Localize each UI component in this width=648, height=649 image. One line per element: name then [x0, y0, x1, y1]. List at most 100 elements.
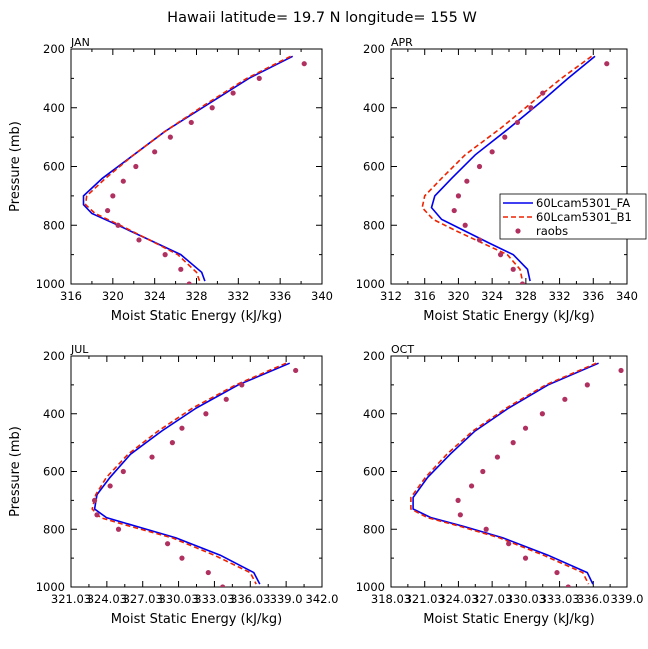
x-tick-label: 328: [515, 289, 537, 303]
raobs-point: [468, 483, 475, 489]
raobs-point: [209, 105, 215, 111]
plot-frame: [70, 48, 323, 285]
x-tick-label: 316: [414, 289, 436, 303]
series-line-fa: [430, 55, 596, 282]
raobs-point: [178, 266, 184, 272]
raobs-point: [105, 207, 111, 214]
raobs-point: [514, 119, 521, 126]
y-tick-label: 200: [43, 42, 65, 56]
raobs-point: [618, 367, 624, 374]
series-group: [91, 362, 299, 587]
y-tick-label: 600: [43, 465, 65, 479]
y-tick-label: 600: [363, 160, 385, 174]
figure-title: Hawaii latitude= 19.7 N longitude= 155 W: [167, 10, 477, 26]
x-tick-label: 327.03: [123, 592, 163, 606]
y-axis-title: Pressure (mb): [8, 121, 23, 212]
y-tick-label: 800: [363, 218, 385, 232]
panel-label: APR: [391, 36, 413, 49]
x-tick-label: 324: [481, 289, 503, 303]
x-tick-label: 339.0: [611, 592, 644, 606]
x-tick-label: 312: [380, 289, 402, 303]
raobs-point: [120, 178, 126, 184]
raobs-point: [164, 541, 171, 547]
raobs-point: [133, 163, 139, 170]
legend-box: [499, 193, 647, 240]
raobs-point: [476, 163, 483, 170]
raobs-point: [136, 237, 142, 243]
raobs-point: [562, 396, 568, 402]
x-tick-label: 333.03: [194, 592, 234, 606]
raobs-point: [167, 134, 173, 140]
x-tick-label: 328: [186, 289, 208, 303]
raobs-point: [522, 555, 529, 561]
series-line-fa: [82, 55, 294, 282]
y-tick-label: 1000: [356, 580, 385, 594]
plot-frame: [70, 355, 323, 588]
series-group: [410, 362, 624, 587]
y-tick-label: 1000: [356, 277, 385, 291]
x-tick-label: 340: [311, 289, 333, 303]
x-tick-label: 324: [144, 289, 166, 303]
legend-swatch-raobs: [515, 228, 521, 234]
x-tick-label: 316: [60, 289, 82, 303]
series-line-b1: [410, 362, 597, 585]
x-tick-label: 340: [616, 289, 638, 303]
raobs-point: [107, 483, 113, 489]
raobs-point: [91, 497, 98, 503]
raobs-point: [451, 207, 457, 214]
raobs-point: [540, 90, 546, 96]
x-tick-label: 320: [102, 289, 124, 303]
raobs-point: [152, 149, 158, 155]
y-tick-label: 1000: [36, 580, 65, 594]
raobs-point: [162, 252, 168, 258]
panel-label: OCT: [391, 343, 414, 356]
y-tick-label: 800: [43, 522, 65, 536]
raobs-point: [115, 222, 121, 228]
series-line-b1: [421, 55, 593, 282]
raobs-point: [476, 237, 483, 243]
series-group: [82, 55, 307, 284]
raobs-point: [203, 411, 209, 417]
panel-label: JAN: [70, 36, 90, 49]
y-tick-label: 200: [363, 42, 385, 56]
raobs-point: [256, 75, 262, 81]
raobs-point: [522, 425, 529, 431]
x-tick-label: 324.03: [87, 592, 127, 606]
raobs-point: [510, 266, 516, 272]
x-tick-label: 339.0: [270, 592, 303, 606]
legend-label: 60Lcam5301_FA: [536, 196, 630, 210]
raobs-point: [239, 382, 245, 388]
raobs-point: [489, 149, 495, 155]
raobs-point: [293, 367, 299, 374]
raobs-point: [188, 119, 194, 126]
raobs-point: [584, 382, 590, 388]
raobs-point: [169, 440, 175, 446]
x-tick-label: 324.03: [438, 592, 478, 606]
series-line-b1: [91, 362, 287, 585]
series-line-b1: [84, 55, 291, 282]
y-tick-label: 600: [43, 160, 65, 174]
x-axis-title: Moist Static Energy (kJ/kg): [423, 612, 594, 627]
raobs-point: [519, 281, 526, 284]
raobs-point: [528, 105, 534, 111]
raobs-point: [94, 512, 100, 518]
raobs-point: [301, 61, 307, 67]
x-tick-label: 342.0: [306, 592, 339, 606]
y-tick-label: 400: [363, 101, 385, 115]
raobs-point: [494, 454, 501, 460]
x-tick-label: 321.03: [51, 592, 91, 606]
raobs-point: [502, 134, 508, 140]
x-tick-label: 330.03: [506, 592, 546, 606]
panel-label: JUL: [70, 343, 89, 356]
y-tick-label: 200: [363, 349, 385, 363]
y-tick-label: 400: [363, 407, 385, 421]
x-axis-title: Moist Static Energy (kJ/kg): [111, 612, 282, 627]
raobs-point: [510, 440, 516, 446]
raobs-point: [120, 468, 126, 475]
raobs-point: [539, 411, 545, 417]
x-tick-label: 327.03: [472, 592, 512, 606]
series-line-fa: [412, 362, 599, 585]
